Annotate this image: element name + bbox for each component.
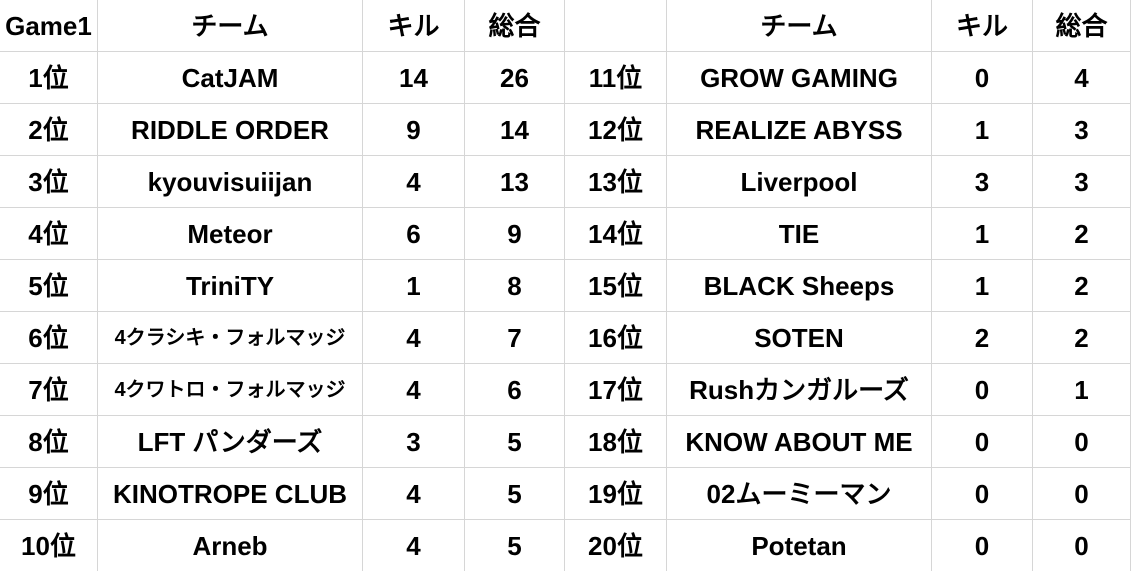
team-cell: CatJAM [98, 52, 363, 104]
team-cell: Rushカンガルーズ [667, 364, 932, 416]
team-cell: Liverpool [667, 156, 932, 208]
total-cell: 0 [1033, 520, 1131, 571]
rank-cell: 3位 [0, 156, 98, 208]
kills-cell: 1 [932, 260, 1033, 312]
team-cell: TriniTY [98, 260, 363, 312]
total-cell: 4 [1033, 52, 1131, 104]
header-total: 総合 [1033, 0, 1131, 52]
rank-cell: 20位 [565, 520, 667, 571]
rank-cell: 5位 [0, 260, 98, 312]
kills-cell: 1 [932, 104, 1033, 156]
total-cell: 2 [1033, 260, 1131, 312]
total-cell: 5 [465, 520, 565, 571]
team-cell: TIE [667, 208, 932, 260]
team-cell: 02ムーミーマン [667, 468, 932, 520]
leaderboard-left-section: Game1 チーム キル 総合 1位 CatJAM 14 26 2位 RIDDLE ORD… [0, 0, 565, 571]
total-cell: 0 [1033, 416, 1131, 468]
kills-cell: 2 [932, 312, 1033, 364]
header-total: 総合 [465, 0, 565, 52]
team-cell: GROW GAMING [667, 52, 932, 104]
header-team: チーム [98, 0, 363, 52]
rank-cell: 18位 [565, 416, 667, 468]
team-cell: Arneb [98, 520, 363, 571]
kills-cell: 4 [363, 312, 465, 364]
team-cell: 4クラシキ・フォルマッジ [98, 312, 363, 364]
kills-cell: 6 [363, 208, 465, 260]
rank-cell: 11位 [565, 52, 667, 104]
total-cell: 3 [1033, 104, 1131, 156]
team-cell: kyouvisuiijan [98, 156, 363, 208]
rank-cell: 13位 [565, 156, 667, 208]
total-cell: 26 [465, 52, 565, 104]
rank-cell: 12位 [565, 104, 667, 156]
team-cell: KNOW ABOUT ME [667, 416, 932, 468]
leaderboard-right-section: チーム キル 総合 11位 GROW GAMING 0 4 12位 REALIZE ABY… [565, 0, 1131, 571]
team-cell: SOTEN [667, 312, 932, 364]
rank-cell: 6位 [0, 312, 98, 364]
kills-cell: 0 [932, 364, 1033, 416]
total-cell: 5 [465, 416, 565, 468]
team-cell: Meteor [98, 208, 363, 260]
kills-cell: 3 [363, 416, 465, 468]
rank-cell: 16位 [565, 312, 667, 364]
header-game-label: Game1 [0, 0, 98, 52]
rank-cell: 14位 [565, 208, 667, 260]
kills-cell: 3 [932, 156, 1033, 208]
total-cell: 7 [465, 312, 565, 364]
header-kills: キル [932, 0, 1033, 52]
kills-cell: 4 [363, 156, 465, 208]
kills-cell: 9 [363, 104, 465, 156]
kills-cell: 0 [932, 468, 1033, 520]
team-cell: REALIZE ABYSS [667, 104, 932, 156]
rank-cell: 15位 [565, 260, 667, 312]
kills-cell: 14 [363, 52, 465, 104]
rank-cell: 2位 [0, 104, 98, 156]
total-cell: 8 [465, 260, 565, 312]
kills-cell: 0 [932, 52, 1033, 104]
rank-cell: 9位 [0, 468, 98, 520]
rank-cell: 17位 [565, 364, 667, 416]
kills-cell: 0 [932, 416, 1033, 468]
total-cell: 3 [1033, 156, 1131, 208]
kills-cell: 1 [932, 208, 1033, 260]
total-cell: 1 [1033, 364, 1131, 416]
team-cell: Potetan [667, 520, 932, 571]
kills-cell: 1 [363, 260, 465, 312]
header-team: チーム [667, 0, 932, 52]
rank-cell: 1位 [0, 52, 98, 104]
rank-cell: 7位 [0, 364, 98, 416]
kills-cell: 0 [932, 520, 1033, 571]
total-cell: 5 [465, 468, 565, 520]
header-kills: キル [363, 0, 465, 52]
kills-cell: 4 [363, 468, 465, 520]
total-cell: 9 [465, 208, 565, 260]
total-cell: 14 [465, 104, 565, 156]
rank-cell: 8位 [0, 416, 98, 468]
team-cell: RIDDLE ORDER [98, 104, 363, 156]
rank-cell: 19位 [565, 468, 667, 520]
total-cell: 6 [465, 364, 565, 416]
kills-cell: 4 [363, 364, 465, 416]
team-cell: LFT パンダーズ [98, 416, 363, 468]
team-cell: KINOTROPE CLUB [98, 468, 363, 520]
team-cell: BLACK Sheeps [667, 260, 932, 312]
rank-cell: 4位 [0, 208, 98, 260]
rank-cell: 10位 [0, 520, 98, 571]
kills-cell: 4 [363, 520, 465, 571]
total-cell: 0 [1033, 468, 1131, 520]
total-cell: 2 [1033, 208, 1131, 260]
total-cell: 2 [1033, 312, 1131, 364]
total-cell: 13 [465, 156, 565, 208]
header-blank [565, 0, 667, 52]
team-cell: 4クワトロ・フォルマッジ [98, 364, 363, 416]
